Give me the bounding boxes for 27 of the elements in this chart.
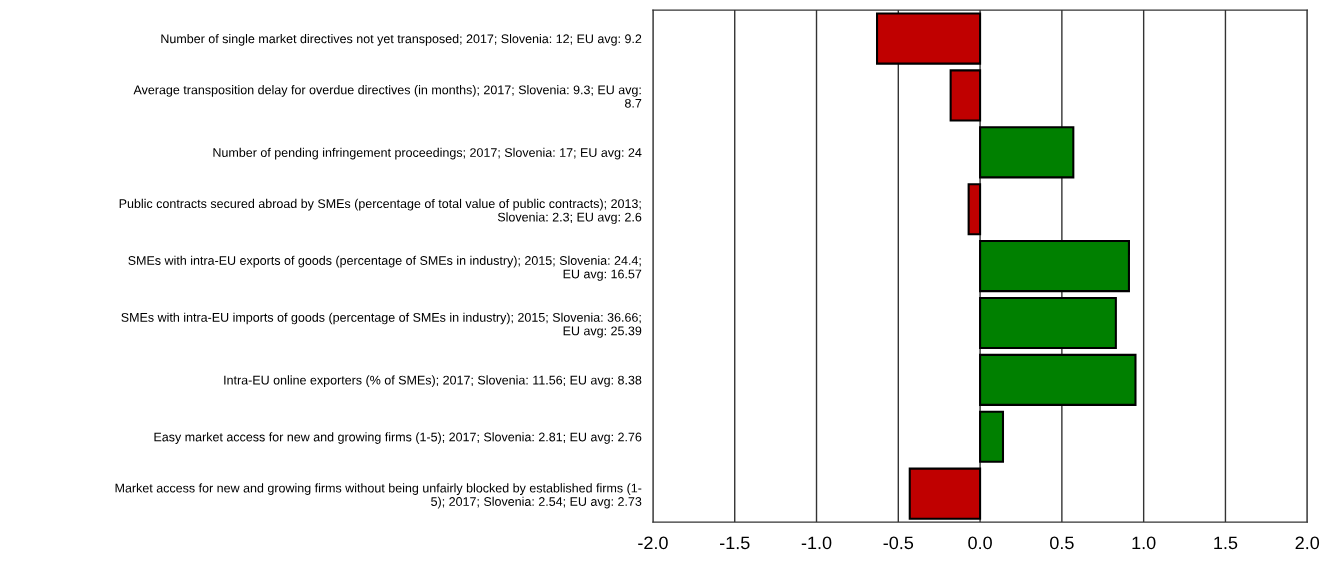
- x-tick-label: 1.0: [1132, 536, 1156, 550]
- y-tick-label: Market access for new and growing firms without being unfairly blocked by established firms (1- 5); 2017; Slovenia: 2.54; EU avg: 2.73: [115, 483, 642, 509]
- y-tick-label: Number of single market directives not yet transposed; 2017; Slovenia: 12; EU avg: 9.2: [161, 34, 642, 46]
- bar: [979, 410, 1005, 463]
- y-tick-label: SMEs with intra-EU exports of goods (percentage of SMEs in industry); 2015; Slovenia: 24.4; EU avg: 16.57: [128, 255, 642, 281]
- bar: [979, 296, 1117, 350]
- bar: [967, 183, 982, 236]
- x-tick-label: 0.5: [1050, 536, 1074, 550]
- x-tick-label: 1.5: [1214, 536, 1238, 550]
- bar: [979, 126, 1075, 179]
- x-tick-label: -1.0: [801, 536, 832, 550]
- x-tick-label: -0.5: [883, 536, 914, 550]
- x-tick-label: -1.5: [719, 536, 750, 550]
- bar: [979, 353, 1137, 406]
- y-tick-label: SMEs with intra-EU imports of goods (percentage of SMEs in industry); 2015; Slovenia: 36.66; EU avg: 25.39: [121, 312, 642, 338]
- bar: [908, 467, 982, 520]
- bar: [949, 69, 982, 122]
- y-tick-label: Intra-EU online exporters (% of SMEs); 2017; Slovenia: 11.56; EU avg: 8.38: [224, 375, 642, 387]
- bar: [876, 12, 982, 65]
- x-tick-label: 2.0: [1295, 536, 1320, 550]
- x-tick-label: 0.0: [968, 536, 992, 550]
- y-tick-label: Public contracts secured abroad by SMEs (percentage of total value of public contracts); 2013; Slovenia: 2.3; EU avg: 2.6: [119, 198, 642, 224]
- y-tick-label: Number of pending infringement proceedings; 2017; Slovenia: 17; EU avg: 24: [213, 147, 642, 160]
- y-tick-label: Average transposition delay for overdue directives (in months); 2017; Slovenia: 9.3; EU avg: 8.7: [133, 85, 642, 108]
- bar: [979, 240, 1130, 293]
- y-tick-label: Easy market access for new and growing firms (1-5); 2017; Slovenia: 2.81; EU avg: 2.76: [154, 432, 642, 444]
- x-tick-label: -2.0: [638, 536, 668, 550]
